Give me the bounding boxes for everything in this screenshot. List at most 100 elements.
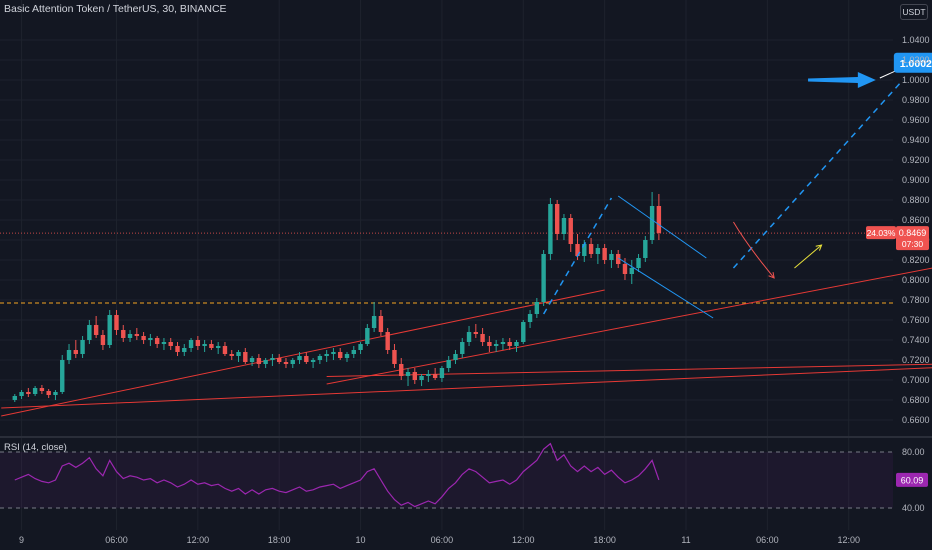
candle (209, 340, 214, 350)
price-axis-label: 0.9200 (902, 155, 930, 165)
candle-body (60, 360, 65, 392)
candle (460, 338, 465, 358)
price-timer-text: 07:30 (902, 239, 924, 249)
price-axis-label: 0.8200 (902, 255, 930, 265)
price-badge (896, 226, 929, 251)
candle-body (405, 372, 411, 376)
candle-body (80, 340, 85, 354)
candle (46, 389, 51, 398)
change-badge-text: 24.03% (867, 228, 896, 238)
candle (19, 390, 24, 399)
price-axis-label: 1.0400 (902, 35, 930, 45)
candle-body (507, 342, 512, 346)
candle-body (656, 206, 662, 233)
rsi-band (0, 452, 893, 508)
price-axis-label: 0.7000 (902, 375, 930, 385)
rsi-axis-label: 40.00 (902, 503, 925, 513)
candle (222, 342, 228, 356)
candle (412, 368, 417, 384)
candle-body (636, 258, 641, 268)
candle (561, 214, 567, 240)
projection-line (542, 197, 613, 315)
candle (378, 310, 384, 336)
candle (426, 370, 431, 382)
candle (127, 330, 133, 342)
candle-body (161, 342, 167, 344)
candle (405, 368, 411, 386)
grid (0, 0, 932, 530)
rsi-label[interactable]: RSI (14, close) (4, 442, 67, 453)
candle-body (575, 244, 580, 256)
candle-body (446, 360, 451, 368)
candle (453, 350, 458, 364)
candle (595, 244, 601, 264)
candle (175, 342, 180, 356)
price-axis-label: 0.7400 (902, 335, 930, 345)
currency-button[interactable]: USDT (900, 4, 928, 20)
candle (270, 354, 275, 366)
candle (643, 236, 648, 262)
candle-body (114, 315, 119, 330)
candle (385, 328, 390, 354)
yellow-scenario-arrow (794, 244, 822, 269)
candle (32, 386, 38, 396)
candle-body (283, 362, 289, 364)
candle-body (622, 264, 628, 274)
candle-body (134, 334, 140, 336)
candle-body (521, 322, 526, 342)
price-axis-label: 0.7600 (902, 315, 930, 325)
price-axis-label: 0.8800 (902, 195, 930, 205)
candle-body (236, 352, 241, 356)
time-axis-label: 10 (356, 535, 366, 545)
flag-channel-line (617, 257, 714, 319)
candle-body (26, 392, 31, 394)
candle-body (514, 342, 519, 346)
candle-body (466, 332, 472, 342)
candle-body (175, 346, 180, 352)
time-axis[interactable]: 9 06:00 12:00 18:00 10 06:00 12:00 18:00 11 06:00… (19, 535, 860, 545)
candle (568, 214, 573, 252)
candle-body (493, 344, 499, 346)
candle (466, 326, 472, 346)
candle (602, 244, 607, 264)
candle (514, 340, 519, 352)
time-axis-label: 12:00 (837, 535, 860, 545)
candle-body (317, 356, 323, 360)
candle-body (53, 392, 58, 395)
candle-body (609, 254, 614, 260)
candle (134, 328, 140, 340)
candle (263, 358, 268, 368)
price-axis[interactable]: 1.0400 1.0200 1.0000 0.9800 0.9600 0.9400 0.92… (902, 35, 930, 425)
candle-body (432, 374, 438, 378)
candle (636, 254, 641, 272)
candle-body (439, 368, 445, 378)
candle (656, 194, 662, 240)
candle-body (460, 342, 465, 354)
candle (256, 354, 262, 368)
price-axis-label: 0.9800 (902, 95, 930, 105)
candle (243, 348, 248, 364)
target-callout-text: 1.0002 (900, 58, 932, 70)
candle-body (534, 302, 540, 314)
candle-body (378, 316, 384, 332)
callout-pointer (879, 70, 897, 79)
candle (277, 354, 282, 364)
candle-body (351, 350, 356, 354)
candle (148, 334, 153, 346)
drawing-overlays: 1.0002 (542, 52, 932, 319)
candle (202, 340, 207, 352)
candle-body (541, 254, 546, 302)
trendline (1, 289, 605, 417)
price-axis-label: 1.0200 (902, 55, 930, 65)
projection-line (732, 79, 904, 269)
candlestick-series[interactable] (12, 192, 662, 402)
change-badge (866, 226, 896, 240)
rsi-pane[interactable]: 80.00 40.00 60.09 (0, 442, 928, 513)
candle (236, 350, 241, 362)
symbol-title[interactable]: Basic Attention Token / TetherUS, 30, BI… (4, 3, 227, 15)
candle (317, 354, 323, 364)
flag-channel-line (617, 195, 707, 259)
candle (554, 200, 560, 240)
